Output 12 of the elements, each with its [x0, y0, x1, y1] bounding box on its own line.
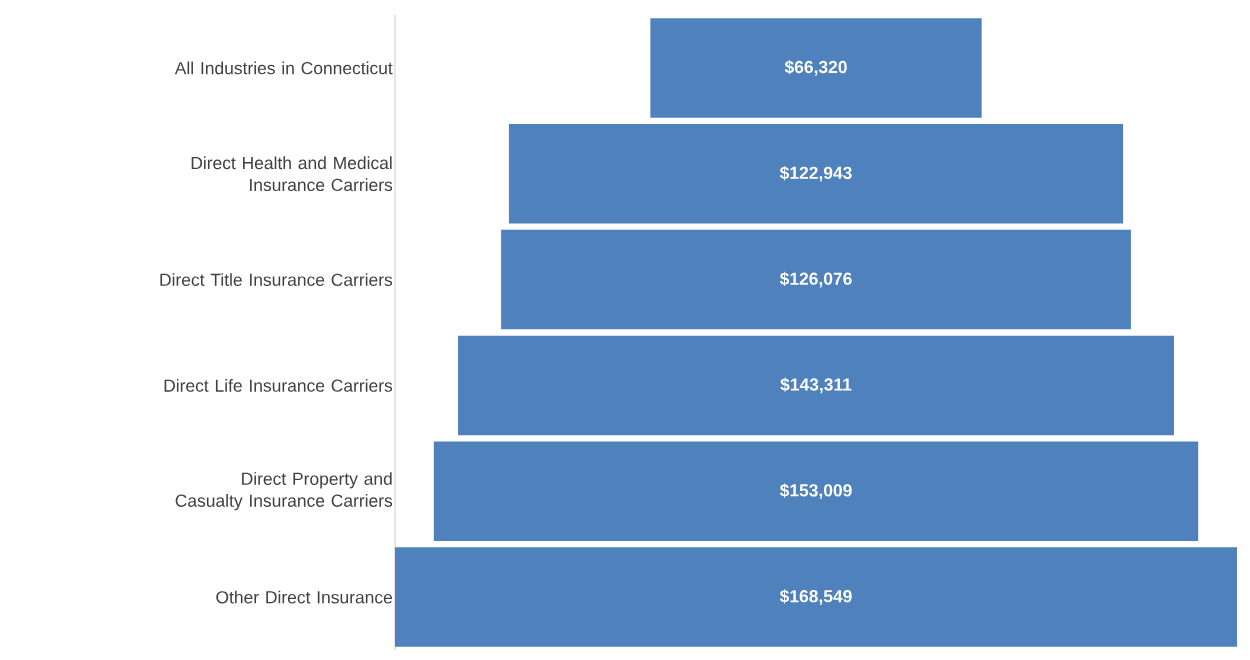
category-label: Other Direct Insurance [216, 590, 392, 604]
category-label: All Industries in Connecticut [174, 61, 393, 75]
data-label: $153,009 [779, 483, 852, 500]
data-label: $66,320 [784, 60, 847, 76]
data-label: $168,549 [779, 589, 852, 605]
category-label: Direct Title Insurance Carriers [160, 273, 393, 286]
data-label: $126,076 [779, 271, 852, 288]
category-label: Direct Property and Casualty Insurance Carriers [175, 472, 393, 511]
data-label: $122,943 [779, 165, 852, 182]
data-label: $143,311 [780, 377, 852, 394]
category-label: Direct Life Insurance Carriers [164, 379, 393, 392]
category-label: Direct Health and Medical Insurance Carriers [191, 156, 393, 192]
